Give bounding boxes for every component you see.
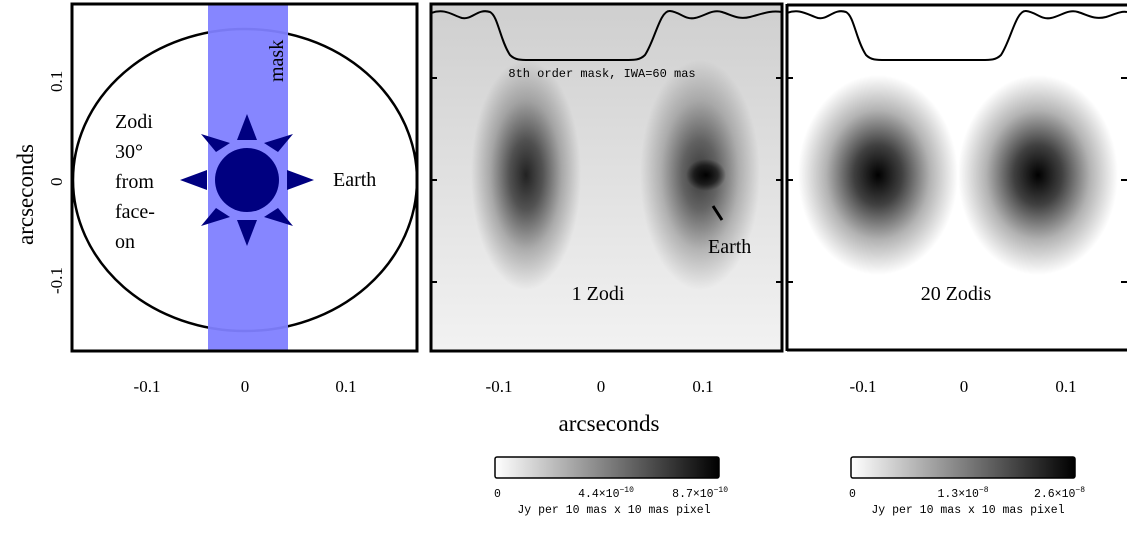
y-axis: arcseconds 0.1 0 -0.1 [13,71,66,294]
x-axis-label: arcseconds [559,411,660,436]
zodi-label: Zodi 30° from face- on [115,111,160,253]
colorbar-min: 0 [849,488,856,501]
panel-schematic: mask Zodi 30° from face- on Earth [70,2,419,353]
x-tick-label: 0 [241,377,250,396]
colorbar-units: Jy per 10 mas x 10 mas pixel [517,504,710,517]
colorbar-max: 2.6×10−8 [1034,486,1085,501]
x-axis-panel-1: -0.1 0 0.1 [134,377,357,396]
earth-spot [686,159,726,191]
y-tick-label: -0.1 [47,267,66,294]
colorbar-gradient [850,456,1076,479]
x-tick-label: -0.1 [134,377,161,396]
zodi-glow-right [958,75,1118,275]
zodi-glow-left [798,75,958,275]
x-tick-label: -0.1 [486,377,513,396]
mask-title: 8th order mask, IWA=60 mas [508,67,695,81]
panel-label: 1 Zodi [572,283,625,305]
x-axis-panel-3: -0.1 0 0.1 [850,377,1077,396]
star-icon [180,114,314,246]
panel-1-zodi: 8th order mask, IWA=60 mas Earth 1 Zodi [429,2,784,353]
x-tick-label: 0.1 [1055,377,1076,396]
earth-label: Earth [708,236,751,258]
x-axis-panel-2: -0.1 0 0.1 [486,377,714,396]
mask-label: mask [266,40,288,82]
colorbar-mid: 4.4×10−10 [578,486,634,501]
colorbar-units: Jy per 10 mas x 10 mas pixel [871,504,1064,517]
tick-marks [431,77,782,283]
y-axis-label: arcseconds [13,144,38,245]
earth-label: Earth [333,169,376,191]
zodi-glow-left [471,60,581,290]
x-tick-label: 0.1 [692,377,713,396]
x-tick-label: -0.1 [850,377,877,396]
x-tick-label: 0.1 [335,377,356,396]
y-tick-label: 0 [47,178,66,187]
panel-frame [429,2,784,353]
colorbar-max: 8.7×10−10 [672,486,728,501]
mask-transmission-curve [431,10,782,61]
colorbar-20-zodis: 0 1.3×10−8 2.6×10−8 Jy per 10 mas x 10 m… [849,456,1085,517]
colorbar-1-zodi: 0 4.4×10−10 8.7×10−10 Jy per 10 mas x 10… [494,456,728,517]
x-tick-label: 0 [960,377,969,396]
y-tick-label: 0.1 [47,71,66,92]
panel-20-zodis: 20 Zodis [785,3,1127,352]
earth-pointer [711,205,724,221]
x-tick-label: 0 [597,377,606,396]
colorbar-mid: 1.3×10−8 [937,486,988,501]
colorbar-min: 0 [494,488,501,501]
panel-label: 20 Zodis [921,283,992,305]
panel-frame [70,2,419,353]
mask-transmission-curve [787,10,1127,61]
colorbar-gradient [494,456,720,479]
tick-marks [787,77,1127,283]
